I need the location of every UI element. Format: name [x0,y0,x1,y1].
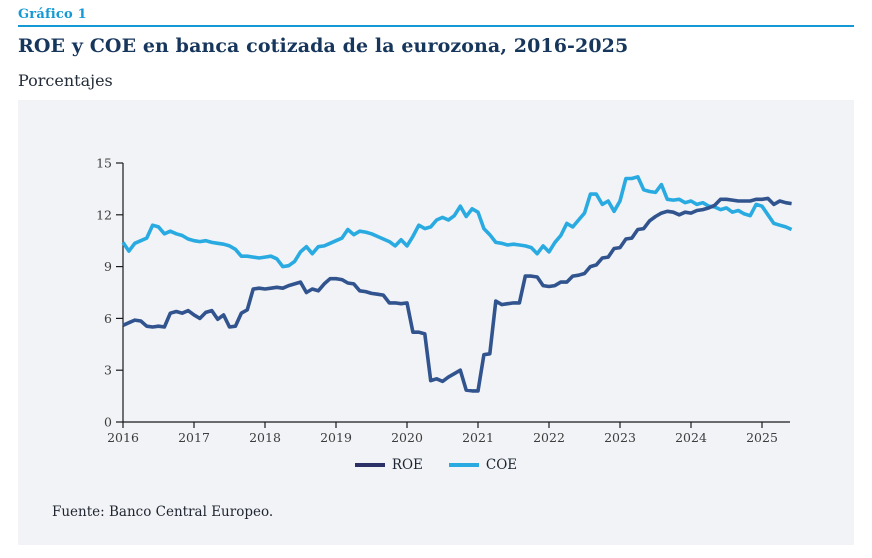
y-tick-label: 12 [96,207,112,222]
legend-label-coe: COE [485,457,518,473]
x-tick-label: 2021 [462,430,494,445]
legend-item-roe: ROE [354,457,423,473]
roe-coe-line-chart: 0 3 6 9 12 15 2016 2017 2018 2019 2020 2021 2022 2023… [96,156,793,445]
x-tick-label: 2018 [249,430,281,445]
legend-label-roe: ROE [391,457,423,473]
x-tick-label: 2024 [675,430,707,445]
roe-line [122,196,792,393]
y-tick-label: 6 [104,311,112,326]
y-tick-label: 9 [104,259,112,274]
x-tick-label: 2022 [533,430,565,445]
x-tick-label: 2017 [178,430,210,445]
legend-item-coe: COE [448,457,518,473]
chart-panel: 0 3 6 9 12 15 2016 2017 2018 2019 2020 2021 2022 2023… [18,100,854,545]
x-tick-label: 2025 [746,430,778,445]
x-tick-label: 2019 [320,430,352,445]
y-tick-label: 15 [96,156,112,171]
chart-legend: ROE COE [18,457,854,473]
coe-line-swatch [448,463,479,467]
kicker-rule [18,25,854,27]
roe-line-swatch [354,463,385,467]
x-tick-label: 2016 [107,430,139,445]
figure-subtitle: Porcentajes [18,71,113,90]
coe-line [121,175,793,269]
figure-title: ROE y COE en banca cotizada de la eurozo… [18,35,629,57]
x-tick-label: 2020 [391,430,423,445]
y-tick-label: 0 [104,415,112,430]
source-note: Fuente: Banco Central Europeo. [52,504,274,520]
y-tick-label: 3 [104,363,112,378]
figure-kicker: Gráfico 1 [18,7,87,22]
x-tick-label: 2023 [604,430,636,445]
